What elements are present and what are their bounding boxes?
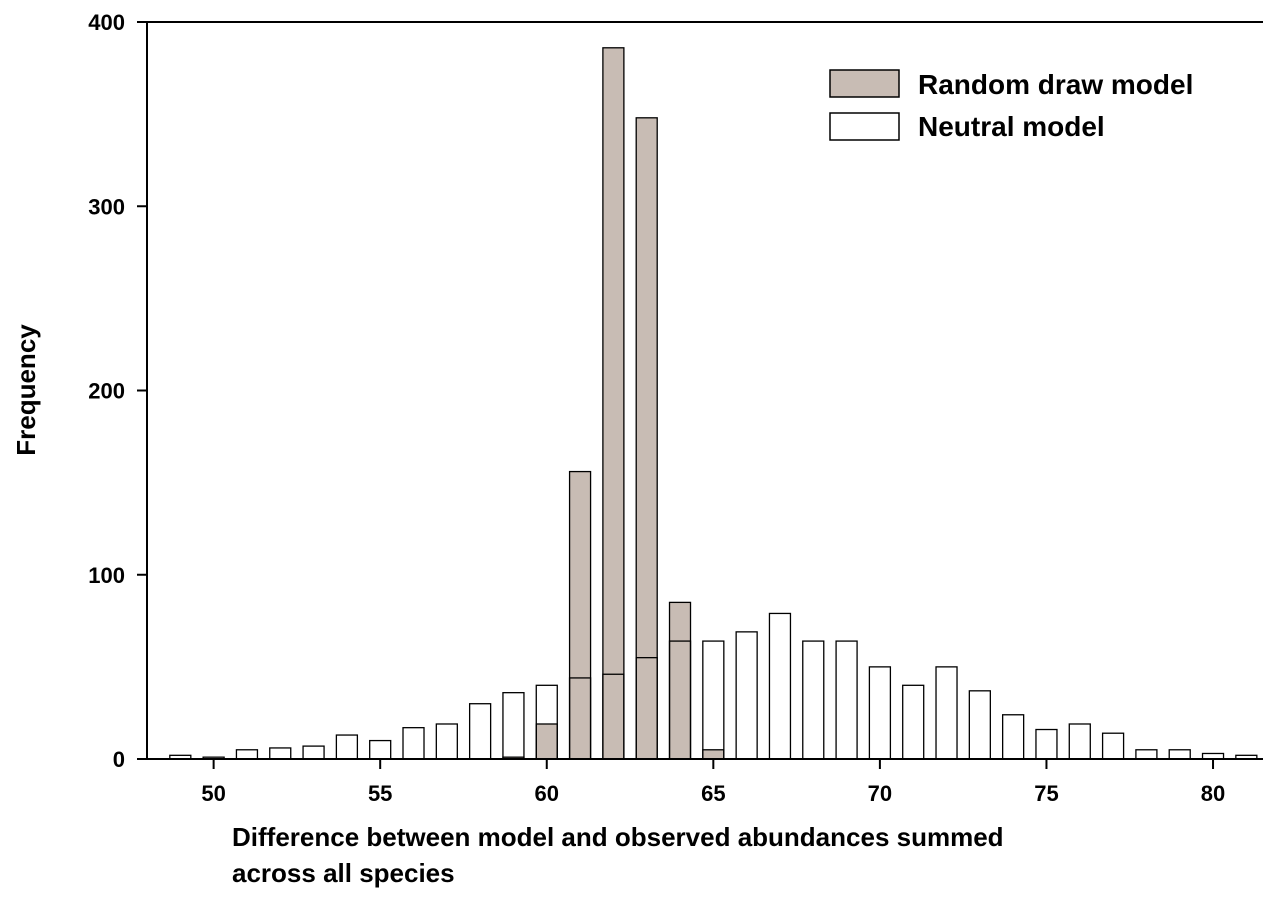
- x-tick-label-55: 55: [368, 781, 392, 806]
- bar-random-61: [568, 470, 592, 760]
- y-tick-label-0: 0: [113, 747, 125, 772]
- bar-neutral-74: [1001, 714, 1025, 760]
- bar-neutral-71: [902, 684, 925, 760]
- bar-neutral-57: [435, 723, 458, 760]
- bar-neutral-53: [302, 745, 325, 760]
- bar-neutral-51: [235, 749, 259, 760]
- legend-swatch-random: [829, 69, 900, 98]
- y-tick-label-300: 300: [88, 194, 125, 219]
- bar-neutral-66: [735, 631, 758, 760]
- x-tick-label-50: 50: [201, 781, 225, 806]
- tick-labels: 0 100 200 300 400 50 55 60 65 70 75 80: [88, 10, 1225, 806]
- bar-random-65: [702, 749, 725, 760]
- bar-random-62: [602, 47, 625, 760]
- bar-neutral-77: [1101, 732, 1125, 760]
- x-tick-label-60: 60: [535, 781, 559, 806]
- bar-neutral-72: [935, 666, 958, 760]
- bar-neutral-68: [802, 640, 825, 760]
- legend-swatch-neutral: [829, 112, 900, 141]
- legend: Random draw model Neutral model: [829, 69, 1193, 142]
- bar-random-64: [668, 601, 692, 760]
- x-axis-title-line1: Difference between model and observed ab…: [232, 822, 1004, 852]
- bar-neutral-59: [502, 692, 525, 760]
- bar-neutral-70: [868, 666, 892, 760]
- bar-neutral-52: [269, 747, 292, 760]
- x-tick-label-80: 80: [1201, 781, 1225, 806]
- neutral-bars: [169, 612, 1258, 760]
- bar-neutral-56: [402, 727, 425, 760]
- x-tick-label-70: 70: [868, 781, 892, 806]
- bar-neutral-79: [1168, 749, 1191, 760]
- bar-random-63: [635, 117, 658, 760]
- bar-neutral-58: [468, 703, 492, 760]
- bar-neutral-55: [369, 739, 392, 760]
- bar-neutral-69: [835, 640, 858, 760]
- y-tick-label-200: 200: [88, 379, 125, 404]
- bar-neutral-54: [335, 734, 359, 760]
- legend-label-neutral: Neutral model: [918, 111, 1105, 142]
- x-tick-label-75: 75: [1034, 781, 1058, 806]
- bar-neutral-76: [1068, 723, 1091, 760]
- bar-neutral-67: [768, 612, 792, 760]
- x-axis-title-line2: across all species: [232, 858, 455, 888]
- x-tick-label-65: 65: [701, 781, 725, 806]
- bar-neutral-65: [702, 640, 725, 760]
- bar-random-60: [535, 723, 558, 760]
- axes: [137, 21, 1263, 769]
- y-tick-label-400: 400: [88, 10, 125, 35]
- bar-neutral-78: [1135, 749, 1158, 760]
- y-axis-title: Frequency: [11, 324, 41, 456]
- bar-neutral-73: [968, 690, 991, 760]
- bar-neutral-75: [1035, 728, 1058, 760]
- legend-label-random: Random draw model: [918, 69, 1193, 100]
- y-tick-label-100: 100: [88, 563, 125, 588]
